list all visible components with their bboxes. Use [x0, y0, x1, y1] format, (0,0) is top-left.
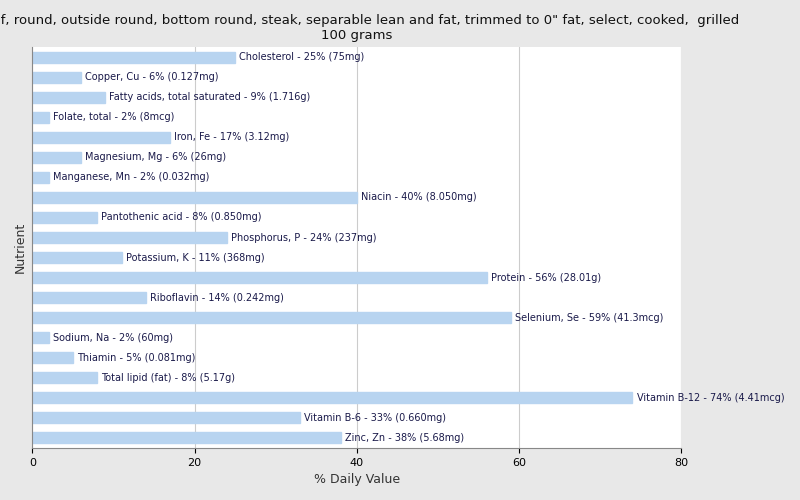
Bar — [33, 92, 106, 103]
Text: Selenium, Se - 59% (41.3mcg): Selenium, Se - 59% (41.3mcg) — [515, 312, 663, 322]
Text: Total lipid (fat) - 8% (5.17g): Total lipid (fat) - 8% (5.17g) — [102, 372, 235, 382]
Bar — [33, 52, 235, 62]
Text: Sodium, Na - 2% (60mg): Sodium, Na - 2% (60mg) — [53, 332, 173, 342]
Y-axis label: Nutrient: Nutrient — [14, 222, 27, 273]
Text: Phosphorus, P - 24% (237mg): Phosphorus, P - 24% (237mg) — [231, 232, 377, 242]
Text: Potassium, K - 11% (368mg): Potassium, K - 11% (368mg) — [126, 252, 264, 262]
Text: Vitamin B-6 - 33% (0.660mg): Vitamin B-6 - 33% (0.660mg) — [304, 413, 446, 423]
Bar — [33, 332, 49, 343]
Bar — [33, 192, 357, 203]
Text: Cholesterol - 25% (75mg): Cholesterol - 25% (75mg) — [239, 52, 365, 62]
Text: Niacin - 40% (8.050mg): Niacin - 40% (8.050mg) — [361, 192, 477, 202]
Text: Thiamin - 5% (0.081mg): Thiamin - 5% (0.081mg) — [77, 352, 195, 362]
Title: Beef, round, outside round, bottom round, steak, separable lean and fat, trimmed: Beef, round, outside round, bottom round… — [0, 14, 739, 42]
Text: Magnesium, Mg - 6% (26mg): Magnesium, Mg - 6% (26mg) — [85, 152, 226, 162]
Bar — [33, 252, 122, 263]
Bar — [33, 372, 98, 383]
Bar — [33, 272, 486, 283]
Text: Folate, total - 2% (8mcg): Folate, total - 2% (8mcg) — [53, 112, 174, 122]
Bar — [33, 232, 227, 243]
Text: Vitamin B-12 - 74% (4.41mcg): Vitamin B-12 - 74% (4.41mcg) — [637, 393, 784, 403]
X-axis label: % Daily Value: % Daily Value — [314, 473, 400, 486]
Bar — [33, 312, 511, 323]
Text: Copper, Cu - 6% (0.127mg): Copper, Cu - 6% (0.127mg) — [85, 72, 218, 83]
Bar — [33, 292, 146, 303]
Bar — [33, 132, 170, 143]
Text: Zinc, Zn - 38% (5.68mg): Zinc, Zn - 38% (5.68mg) — [345, 433, 464, 443]
Bar — [33, 212, 98, 223]
Text: Riboflavin - 14% (0.242mg): Riboflavin - 14% (0.242mg) — [150, 292, 284, 302]
Text: Protein - 56% (28.01g): Protein - 56% (28.01g) — [490, 272, 601, 282]
Bar — [33, 412, 300, 424]
Bar — [33, 172, 49, 183]
Text: Iron, Fe - 17% (3.12mg): Iron, Fe - 17% (3.12mg) — [174, 132, 290, 142]
Text: Pantothenic acid - 8% (0.850mg): Pantothenic acid - 8% (0.850mg) — [102, 212, 262, 222]
Text: Manganese, Mn - 2% (0.032mg): Manganese, Mn - 2% (0.032mg) — [53, 172, 209, 182]
Bar — [33, 392, 633, 404]
Bar — [33, 72, 81, 83]
Bar — [33, 112, 49, 123]
Bar — [33, 432, 341, 444]
Bar — [33, 152, 81, 163]
Bar — [33, 352, 73, 363]
Text: Fatty acids, total saturated - 9% (1.716g): Fatty acids, total saturated - 9% (1.716… — [110, 92, 310, 102]
